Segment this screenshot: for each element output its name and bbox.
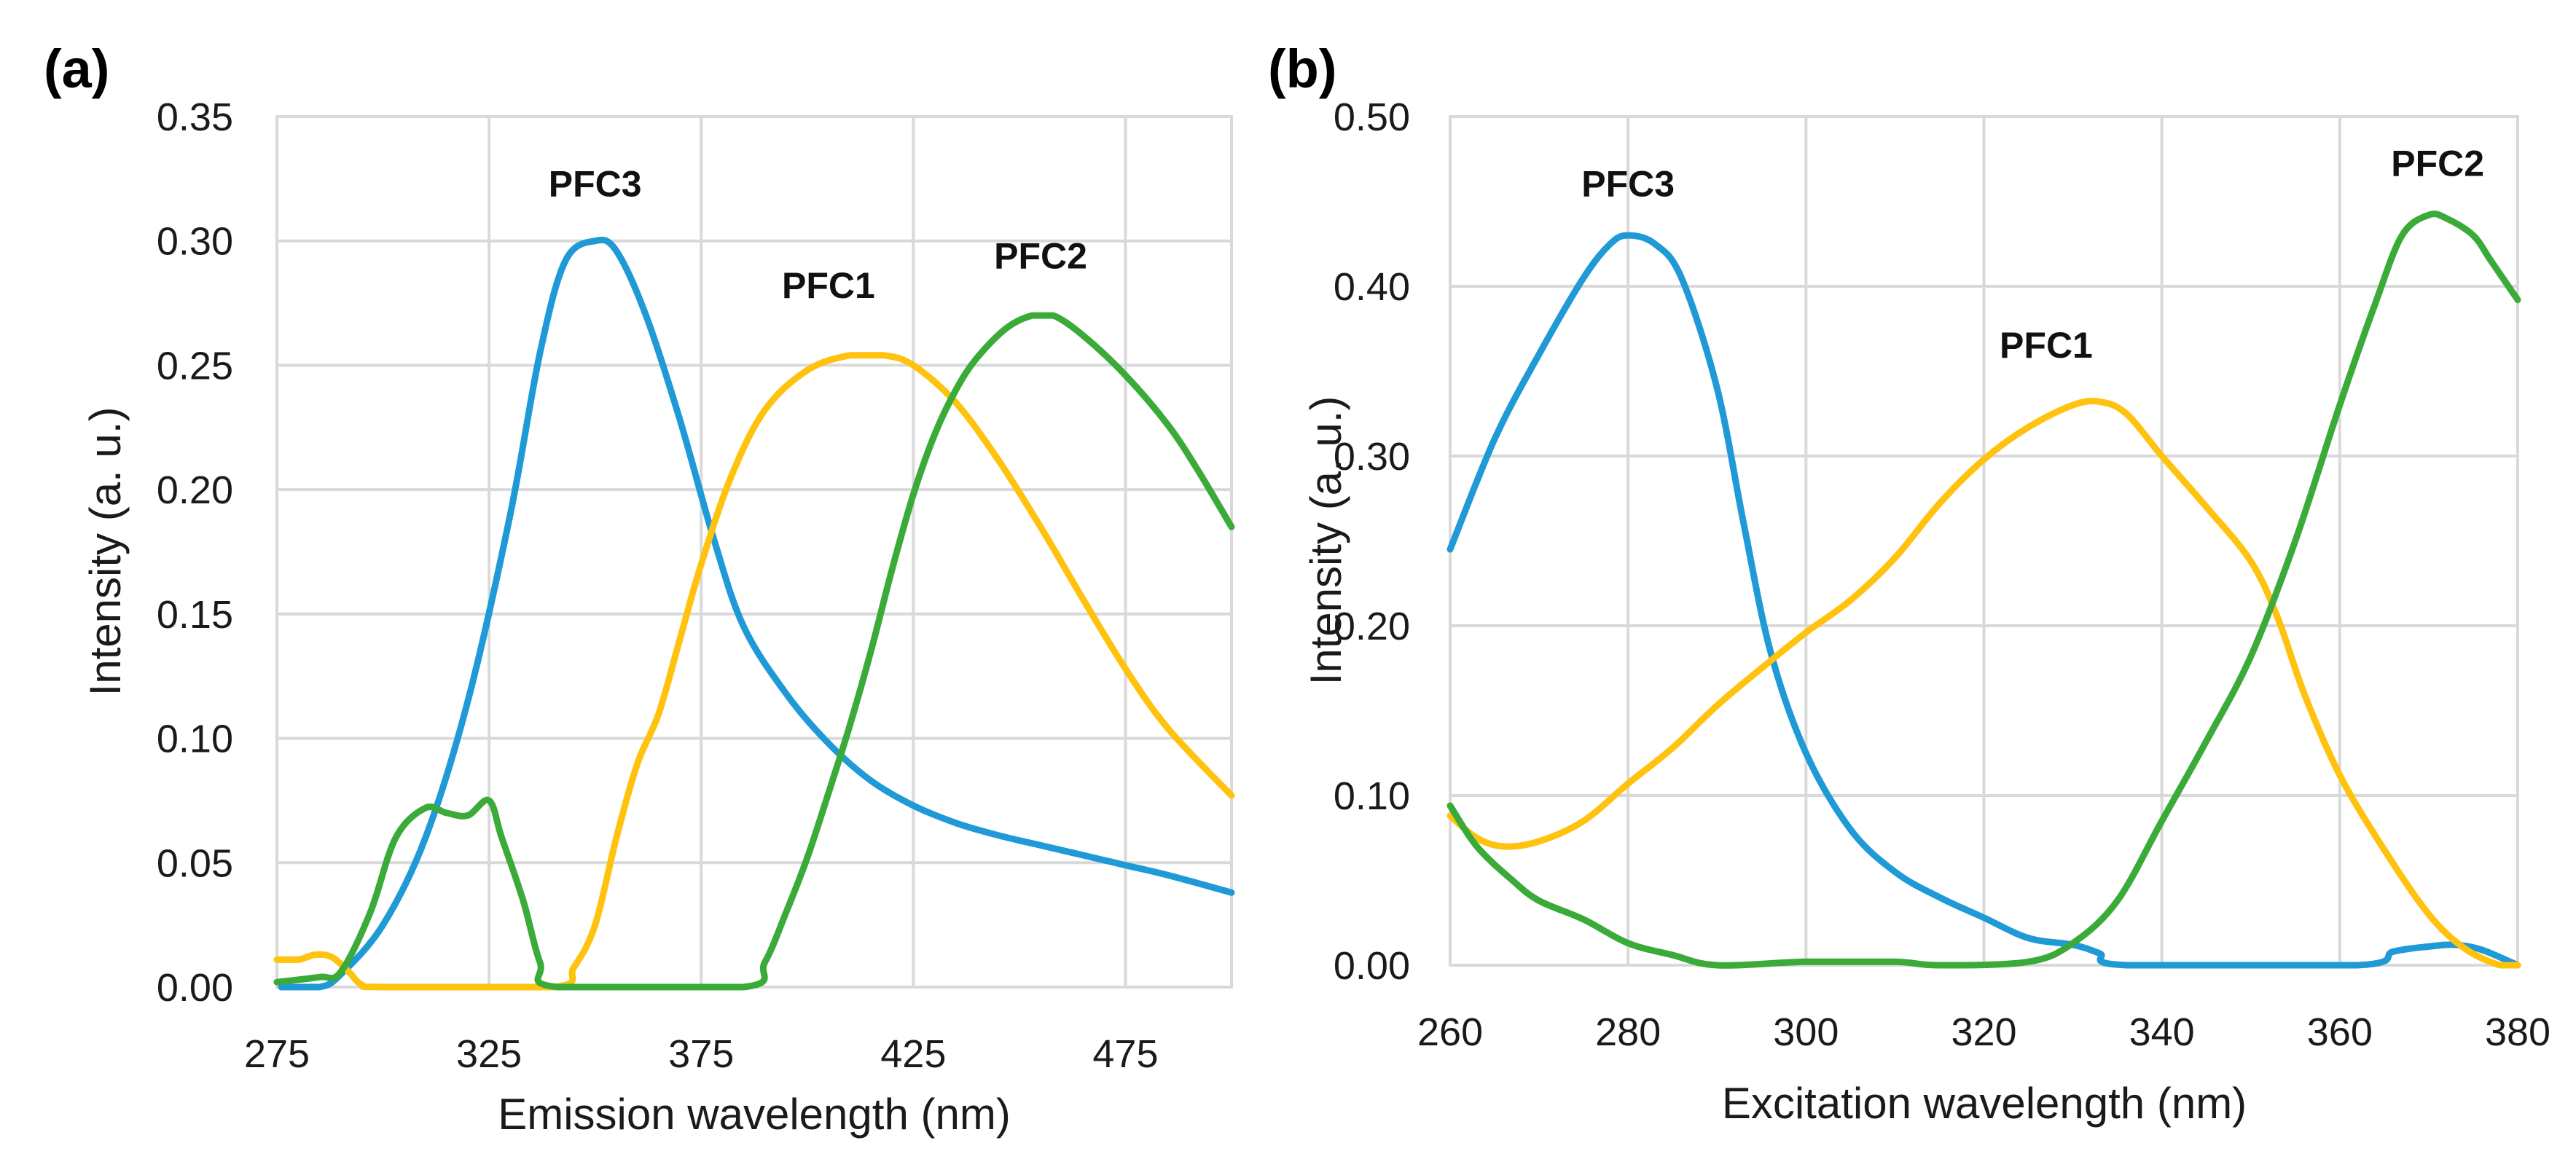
series-label-pfc1: PFC1 <box>2000 325 2093 366</box>
panel-label: (b) <box>1268 39 1337 99</box>
panel-b-excitation-chart: 0.00 0.10 0.20 0.30 0.40 0.50 260 280 300 320 340 3… <box>1268 39 2550 1128</box>
y-tick-label: 0.25 <box>157 344 233 388</box>
y-tick-label: 0.20 <box>157 468 233 512</box>
series-line-pfc1 <box>1446 398 2521 969</box>
x-tick-label: 320 <box>1951 1010 2016 1054</box>
panel-label: (a) <box>44 39 109 99</box>
y-tick-label: 0.40 <box>1334 265 1410 309</box>
y-tick-label: 0.30 <box>157 220 233 264</box>
y-tick-label: 0.30 <box>1334 435 1410 479</box>
panel-a-emission-chart: 0.00 0.05 0.10 0.15 0.20 0.25 0.30 0.35 275 325 37… <box>44 39 1235 1139</box>
y-axis-title: Intensity (a. u.) <box>81 407 130 696</box>
y-tick-label: 0.50 <box>1334 95 1410 139</box>
x-tick-label: 300 <box>1773 1010 1839 1054</box>
series-line-pfc3 <box>278 236 1235 991</box>
series-line-pfc2 <box>1446 211 2521 969</box>
x-tick-label: 425 <box>880 1032 946 1076</box>
y-tick-label: 0.00 <box>157 966 233 1010</box>
series-line-pfc3 <box>1446 232 2521 969</box>
series-label-pfc3: PFC3 <box>549 163 642 204</box>
y-tick-label: 0.15 <box>157 593 233 637</box>
y-tick-label: 0.35 <box>157 95 233 139</box>
series-label-pfc2: PFC2 <box>2391 144 2484 184</box>
x-tick-label: 280 <box>1595 1010 1661 1054</box>
y-axis-title: Intensity (a. u.) <box>1301 396 1350 685</box>
x-tick-label: 340 <box>2129 1010 2195 1054</box>
y-tick-label: 0.05 <box>157 841 233 885</box>
x-axis-title: Emission wavelength (nm) <box>498 1090 1011 1139</box>
series-label-pfc2: PFC2 <box>994 235 1087 276</box>
series-line-pfc2 <box>273 312 1235 991</box>
x-tick-label: 325 <box>456 1032 522 1076</box>
y-tick-label: 0.00 <box>1334 944 1410 988</box>
y-tick-label: 0.10 <box>1334 774 1410 818</box>
series-label-pfc3: PFC3 <box>1581 164 1675 205</box>
x-tick-label: 275 <box>244 1032 310 1076</box>
x-tick-label: 375 <box>668 1032 734 1076</box>
y-tick-label: 0.20 <box>1334 605 1410 648</box>
x-tick-label: 360 <box>2307 1010 2373 1054</box>
series-line-pfc1 <box>273 352 1235 991</box>
y-tick-label: 0.10 <box>157 718 233 761</box>
x-tick-label: 380 <box>2485 1010 2550 1054</box>
x-tick-label: 260 <box>1417 1010 1483 1054</box>
x-tick-label: 475 <box>1092 1032 1158 1076</box>
x-axis-title: Excitation wavelength (nm) <box>1722 1079 2247 1128</box>
series-label-pfc1: PFC1 <box>782 265 875 306</box>
